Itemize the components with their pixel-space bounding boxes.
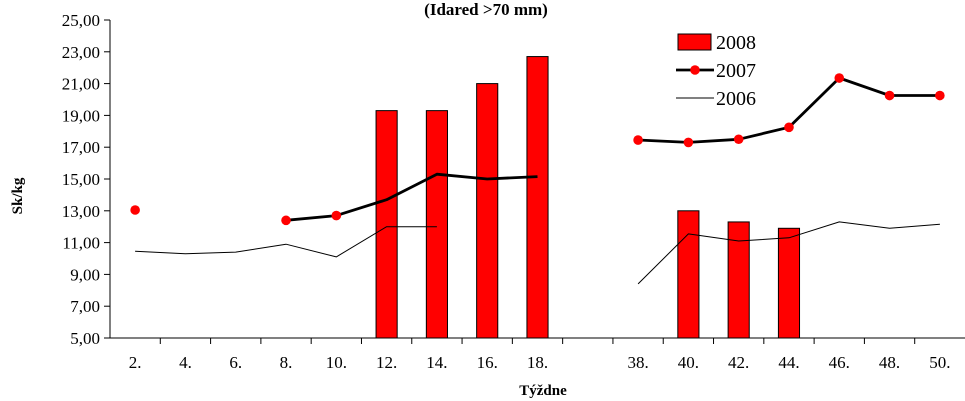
x-tick-label: 6. (229, 353, 242, 372)
y-tick-label: 9,00 (70, 265, 100, 284)
y-tick-label: 15,00 (62, 170, 100, 189)
bar-2008 (526, 56, 549, 339)
x-tick-label: 4. (179, 353, 192, 372)
bar-2008 (777, 227, 801, 339)
bar-2008 (727, 221, 750, 339)
y-tick-label: 13,00 (62, 202, 100, 221)
chart-title: (Idared >70 mm) (424, 0, 548, 19)
x-tick-label: 8. (280, 353, 293, 372)
bar-2008 (425, 110, 448, 339)
x-tick-label: 14. (426, 353, 447, 372)
y-tick-label: 23,00 (62, 43, 100, 62)
x-tick-label: 16. (477, 353, 498, 372)
x-tick-label: 44. (778, 353, 799, 372)
y-tick-label: 11,00 (62, 234, 100, 253)
x-tick-label: 2. (129, 353, 142, 372)
legend-marker-2007 (690, 65, 700, 75)
y-tick-label: 21,00 (62, 75, 100, 94)
legend-label: 2008 (716, 32, 756, 54)
series-2007-point (130, 205, 140, 215)
series-2007-point (935, 90, 945, 101)
series-2007-point (281, 215, 291, 226)
series-2007-point (834, 73, 845, 83)
y-axis-label: Sk/kg (10, 177, 26, 214)
x-tick-label: 40. (678, 353, 699, 372)
series-2007-point (884, 90, 895, 101)
legend: 2008 2007 2006 (676, 32, 756, 110)
series-2007-line (285, 172, 538, 222)
x-tick-label: 48. (879, 353, 900, 372)
series-2007-point (733, 134, 744, 145)
bar-2008 (476, 83, 499, 339)
bar-2008 (375, 110, 398, 339)
bar-2008 (677, 210, 700, 339)
x-tick-label: 18. (527, 353, 548, 372)
legend-label: 2007 (716, 60, 756, 82)
x-tick-label: 46. (829, 353, 850, 372)
legend-swatch-2008 (677, 33, 712, 51)
series-2007-line (638, 76, 940, 144)
x-axis-label: Týždne (519, 383, 567, 399)
y-tick-label: 7,00 (70, 297, 100, 316)
series-2006-line (135, 226, 437, 258)
x-axis-ticks: 2. 4. 6. 8. 10. 12. 14. 16. 18. 38. 40. 42. 44. 46. 48… (129, 338, 950, 372)
series-2007-point (633, 135, 643, 145)
y-tick-label: 19,00 (62, 106, 100, 125)
y-axis-ticks: 5,00 7,00 9,00 11,00 13,00 15,00 17,00 19,00 21,… (62, 11, 110, 348)
series-2007-point (331, 210, 342, 221)
marker-layer (130, 73, 945, 226)
series-2007-point (683, 137, 694, 148)
x-tick-label: 50. (929, 353, 950, 372)
series-2006-line (637, 221, 940, 285)
x-tick-label: 10. (326, 353, 347, 372)
x-tick-label: 42. (728, 353, 749, 372)
y-tick-label: 25,00 (62, 11, 100, 30)
y-tick-label: 5,00 (70, 329, 100, 348)
legend-label: 2006 (716, 88, 756, 110)
series-2007-point (784, 122, 794, 133)
y-tick-label: 17,00 (62, 138, 100, 157)
x-tick-label: 12. (376, 353, 397, 372)
axes (109, 20, 965, 339)
x-tick-label: 38. (627, 353, 648, 372)
